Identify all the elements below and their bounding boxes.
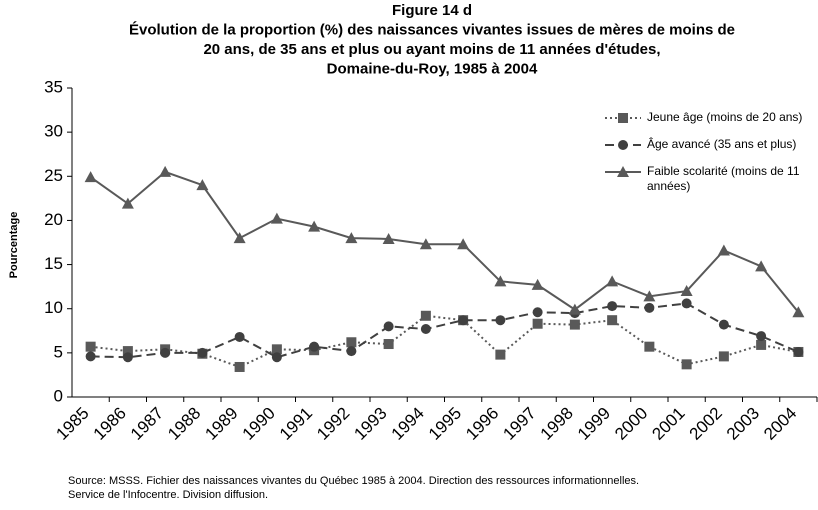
data-point: [607, 315, 618, 326]
x-tick-label: 1998: [537, 404, 577, 444]
data-point: [346, 346, 357, 357]
y-tick-label: 25: [44, 166, 63, 185]
data-point: [196, 179, 209, 191]
y-axis-label: Pourcentage: [8, 212, 20, 279]
x-tick-label: 2000: [611, 404, 651, 444]
x-tick-label: 1996: [462, 404, 502, 444]
data-point: [792, 306, 805, 318]
legend-swatch-marker: [618, 113, 628, 123]
data-point: [755, 260, 768, 272]
data-point: [644, 302, 655, 313]
chart-title: Domaine-du-Roy, 1985 à 2004: [327, 60, 538, 77]
x-tick-label: 1994: [388, 404, 428, 444]
data-point: [233, 232, 246, 244]
x-tick-label: 2002: [686, 404, 726, 444]
data-point: [717, 244, 730, 256]
x-tick-label: 1995: [425, 404, 465, 444]
x-tick-label: 1989: [201, 404, 241, 444]
data-point: [309, 341, 320, 352]
legend-label: Jeune âge (moins de 20 ans): [647, 110, 802, 124]
data-point: [271, 344, 282, 355]
data-point: [718, 319, 729, 330]
data-point: [756, 339, 767, 350]
y-tick-label: 0: [54, 386, 63, 405]
data-point: [345, 232, 358, 244]
data-point: [568, 303, 581, 315]
data-point: [681, 359, 692, 370]
data-point: [644, 341, 655, 352]
data-point: [495, 315, 506, 326]
data-point: [85, 351, 96, 362]
x-tick-label: 1991: [276, 404, 316, 444]
x-tick-label: 1992: [313, 404, 353, 444]
data-point: [197, 347, 208, 358]
data-point: [122, 346, 133, 357]
source-line: Service de l'Infocentre. Division diffus…: [68, 489, 268, 501]
data-point: [121, 197, 134, 209]
chart-title: Évolution de la proportion (%) des naiss…: [129, 21, 735, 38]
x-tick-label: 1985: [52, 404, 92, 444]
data-point: [793, 346, 804, 357]
data-point: [569, 319, 580, 330]
y-tick-label: 5: [54, 342, 63, 361]
data-point: [718, 351, 729, 362]
x-tick-label: 2003: [723, 404, 763, 444]
data-point: [607, 301, 618, 312]
data-point: [234, 361, 245, 372]
x-tick-label: 1987: [127, 404, 167, 444]
data-point: [643, 290, 656, 302]
data-point: [458, 315, 469, 326]
x-tick-label: 2001: [648, 404, 688, 444]
data-point: [234, 331, 245, 342]
data-point: [457, 238, 470, 250]
data-point: [531, 278, 544, 290]
x-tick-label: 1988: [164, 404, 204, 444]
legend-swatch-marker: [618, 140, 628, 150]
data-point: [383, 339, 394, 350]
data-point: [85, 341, 96, 352]
data-point: [160, 347, 171, 358]
data-point: [270, 212, 283, 224]
data-point: [271, 352, 282, 363]
data-point: [420, 324, 431, 335]
series-line: [90, 314, 799, 369]
data-point: [84, 171, 97, 183]
x-tick-label: 1997: [499, 404, 539, 444]
x-tick-label: 1999: [574, 404, 614, 444]
chart-title: 20 ans, de 35 ans et plus ou ayant moins…: [203, 41, 660, 58]
y-tick-label: 35: [44, 77, 63, 96]
x-tick-label: 2004: [760, 404, 800, 444]
x-tick-label: 1993: [350, 404, 390, 444]
y-tick-label: 15: [44, 254, 63, 273]
data-point: [532, 318, 543, 329]
data-point: [420, 310, 431, 321]
chart-title: Figure 14 d: [392, 2, 472, 19]
data-point: [495, 349, 506, 360]
data-point: [532, 307, 543, 318]
data-point: [159, 165, 172, 177]
data-point: [681, 298, 692, 309]
x-tick-label: 1990: [239, 404, 279, 444]
y-tick-label: 10: [44, 298, 63, 317]
series-line: [90, 170, 800, 313]
data-point: [383, 321, 394, 332]
data-point: [382, 232, 395, 244]
y-tick-label: 30: [44, 122, 63, 141]
data-point: [308, 220, 321, 232]
data-point: [122, 352, 133, 363]
data-point: [680, 285, 693, 297]
data-point: [346, 337, 357, 348]
legend-swatch-marker: [617, 166, 629, 177]
x-tick-label: 1986: [90, 404, 130, 444]
series-line: [90, 302, 799, 359]
data-point: [419, 238, 432, 250]
legend-label: Âge avancé (35 ans et plus): [647, 136, 796, 151]
data-point: [756, 331, 767, 342]
y-tick-label: 20: [44, 210, 63, 229]
source-line: Source: MSSS. Fichier des naissances viv…: [68, 475, 639, 487]
data-point: [606, 275, 619, 287]
data-point: [494, 275, 507, 287]
legend-label: Faible scolarité (moins de 11 années): [647, 164, 800, 193]
